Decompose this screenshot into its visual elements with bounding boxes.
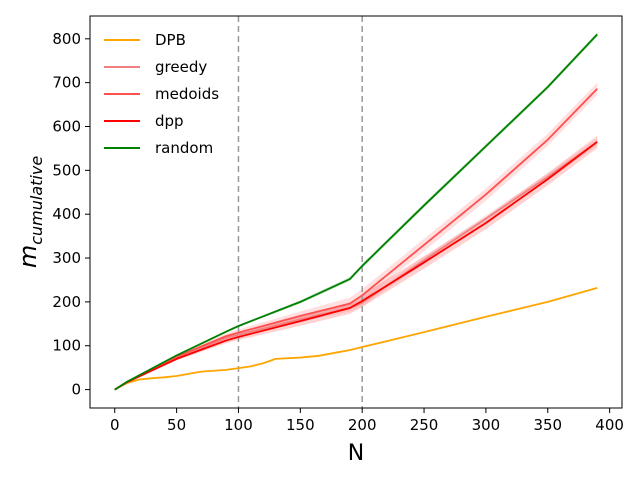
series-line-dpp [114, 141, 598, 391]
y-tick-label: 700 [52, 74, 81, 92]
reference-lines [237, 16, 363, 408]
series-lines [114, 33, 598, 391]
legend-label-random: random [155, 139, 213, 157]
x-tick-label: 0 [110, 416, 120, 434]
x-axis-label: N [348, 441, 364, 466]
y-tick-label: 100 [52, 337, 81, 355]
x-tick-label: 250 [410, 416, 439, 434]
y-tick-label: 0 [71, 381, 81, 399]
y-tick-label: 500 [52, 161, 81, 179]
x-tick-label: 350 [533, 416, 562, 434]
x-tick-label: 100 [224, 416, 253, 434]
x-tick-label: 50 [167, 416, 186, 434]
y-tick-label: 200 [52, 293, 81, 311]
legend: DPB greedy medoids dpp random [104, 31, 219, 157]
y-tick-label: 800 [52, 30, 81, 48]
series-line-medoids [114, 88, 598, 391]
series-line-DPB [114, 286, 598, 391]
y-axis-ticks: 0 100 200 300 400 500 600 700 800 [52, 30, 90, 399]
legend-label-medoids: medoids [155, 85, 219, 103]
x-axis-ticks: 0 50 100 150 200 250 300 350 400 [110, 408, 624, 434]
y-tick-label: 400 [52, 205, 81, 223]
plot-frame [89, 15, 623, 409]
series-line-random [114, 33, 598, 391]
x-tick-label: 150 [286, 416, 315, 434]
x-tick-label: 200 [348, 416, 377, 434]
legend-label-dpp: dpp [155, 112, 184, 130]
x-tick-label: 400 [595, 416, 624, 434]
legend-label-greedy: greedy [155, 58, 207, 76]
y-axis-label-symbol: m [14, 245, 42, 268]
y-tick-label: 300 [52, 249, 81, 267]
x-tick-label: 300 [472, 416, 501, 434]
y-axis-label-subscript: cumulative [27, 156, 46, 245]
legend-label-DPB: DPB [155, 31, 186, 49]
y-tick-label: 600 [52, 117, 81, 135]
y-axis-label: mcumulative [14, 156, 46, 268]
